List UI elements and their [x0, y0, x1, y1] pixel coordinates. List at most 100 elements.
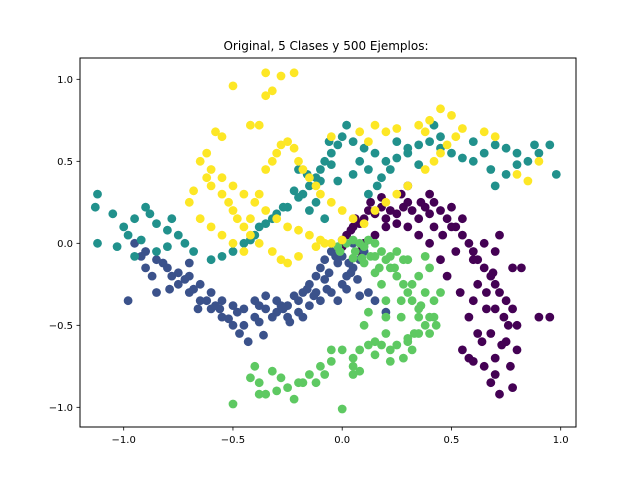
point-class3-18	[436, 288, 445, 297]
point-class3-39	[261, 389, 271, 399]
point-class2-64	[364, 165, 373, 174]
point-class2-9	[163, 225, 172, 235]
point-class3-38	[272, 386, 282, 396]
point-class2-8	[152, 219, 161, 229]
y-tick-label: −0.5	[49, 321, 73, 332]
point-class4-33	[239, 222, 249, 232]
point-class1-49	[254, 301, 264, 310]
point-class0-18	[436, 206, 445, 215]
point-class4-44	[217, 230, 227, 240]
point-class1-27	[228, 320, 238, 330]
point-class4-27	[294, 252, 303, 261]
point-class0-60	[479, 238, 489, 248]
point-class2-1	[90, 202, 100, 212]
point-class2-33	[326, 148, 336, 158]
point-class3-55	[407, 345, 417, 355]
point-class0-44	[458, 345, 467, 355]
point-class0-42	[473, 329, 483, 338]
point-class3-64	[396, 312, 406, 322]
y-tick-label: 1.0	[57, 75, 73, 86]
point-class3-81	[399, 255, 408, 265]
point-class1-53	[189, 284, 199, 294]
point-class3-78	[425, 312, 434, 322]
point-class3-70	[370, 350, 380, 360]
point-class0-38	[508, 383, 517, 392]
point-class1-65	[298, 312, 308, 322]
point-class1-17	[173, 268, 183, 278]
point-class2-69	[298, 189, 308, 199]
point-class0-30	[501, 296, 511, 306]
point-class3-4	[359, 242, 369, 252]
point-class1-14	[206, 288, 216, 297]
point-class0-14	[414, 214, 424, 224]
point-class3-23	[414, 271, 424, 281]
point-class1-55	[167, 271, 177, 281]
point-class4-5	[246, 120, 255, 130]
point-class4-38	[206, 181, 216, 191]
point-class0-63	[508, 263, 517, 273]
y-tick-label: −1.0	[49, 403, 73, 414]
point-class0-77	[438, 230, 448, 240]
point-class2-66	[342, 120, 351, 130]
chart-title: Original, 5 Clases y 500 Ejemplos:	[223, 39, 428, 53]
point-class4-40	[189, 186, 199, 196]
point-class0-64	[517, 263, 526, 273]
point-class3-26	[429, 296, 439, 306]
point-class4-50	[267, 156, 277, 166]
point-class3-15	[420, 320, 430, 330]
point-class4-18	[272, 214, 282, 224]
point-class4-47	[246, 214, 255, 224]
point-class2-45	[447, 148, 456, 158]
point-class0-57	[447, 222, 456, 232]
point-class3-84	[407, 279, 417, 289]
point-class2-87	[468, 137, 478, 147]
point-class2-38	[370, 148, 380, 158]
point-class3-46	[311, 378, 321, 388]
point-class2-40	[392, 153, 402, 163]
point-class1-54	[180, 275, 190, 284]
point-class0-50	[392, 219, 402, 229]
point-class2-57	[501, 170, 511, 179]
point-class2-11	[173, 230, 183, 240]
point-class3-12	[403, 288, 413, 297]
point-class1-77	[259, 330, 268, 340]
point-class4-65	[381, 197, 391, 207]
point-class1-56	[158, 258, 168, 268]
point-class2-4	[123, 230, 133, 240]
point-class4-62	[348, 214, 358, 224]
point-class4-21	[305, 230, 314, 240]
point-class1-75	[302, 284, 312, 294]
point-class2-17	[152, 247, 161, 256]
point-class3-53	[399, 353, 408, 363]
point-class3-33	[326, 357, 336, 366]
point-class4-88	[326, 132, 336, 142]
x-tick-label: 0.0	[334, 435, 350, 446]
point-class1-45	[320, 275, 330, 284]
point-class4-46	[239, 247, 249, 256]
point-class3-62	[396, 296, 406, 306]
point-class0-22	[458, 230, 467, 240]
point-class2-37	[359, 143, 369, 153]
point-class4-42	[195, 214, 205, 224]
point-class3-20	[392, 247, 402, 256]
point-class2-54	[545, 140, 555, 150]
point-class1-34	[305, 301, 314, 310]
point-class3-16	[425, 329, 434, 338]
point-class2-73	[254, 222, 264, 232]
point-class4-6	[254, 120, 264, 130]
point-class3-79	[374, 263, 384, 273]
point-class4-55	[294, 156, 303, 166]
point-class2-46	[458, 153, 467, 163]
point-class2-31	[316, 165, 325, 174]
point-class1-35	[316, 296, 325, 306]
point-class3-89	[348, 253, 358, 263]
point-class1-47	[289, 291, 299, 301]
point-class1-80	[193, 304, 203, 314]
point-class0-40	[534, 312, 544, 322]
point-class3-13	[407, 296, 417, 306]
point-class2-29	[305, 181, 314, 191]
point-class3-77	[414, 329, 424, 338]
point-class3-45	[289, 394, 299, 404]
point-class0-85	[455, 288, 465, 297]
point-class3-27	[381, 329, 391, 338]
